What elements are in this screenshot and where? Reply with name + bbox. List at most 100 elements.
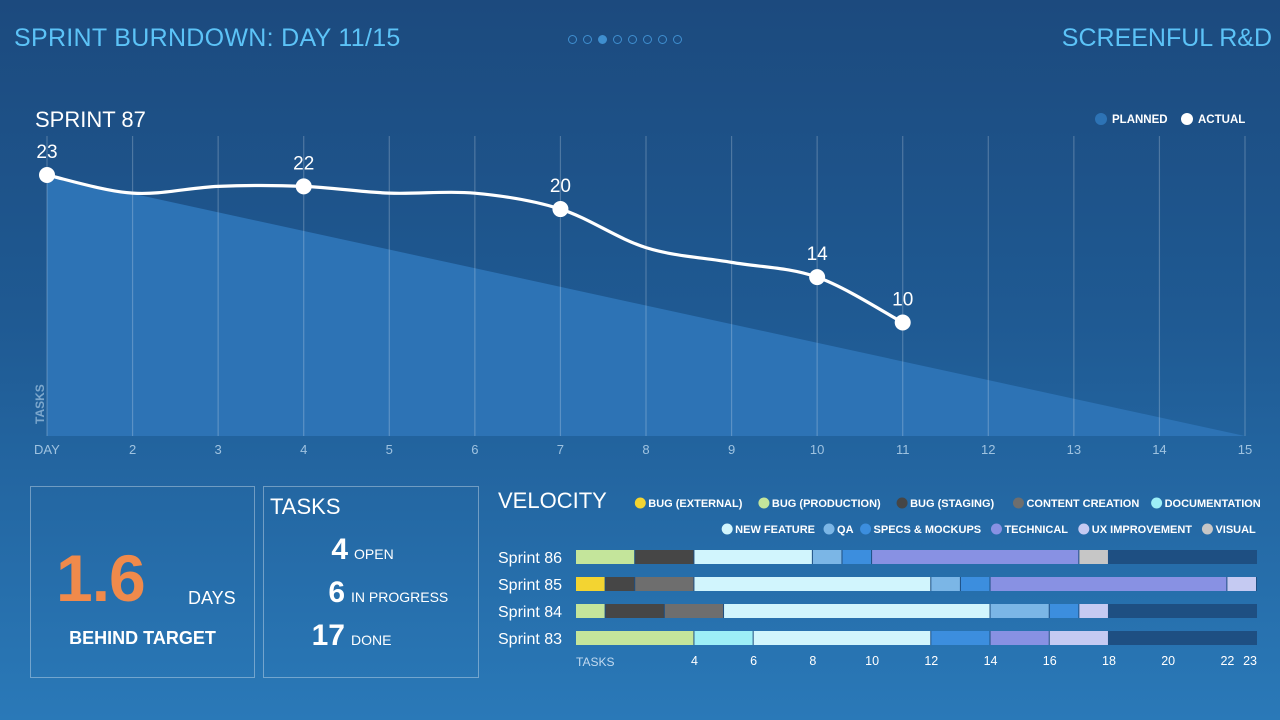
- velocity-x-tick: 8: [809, 654, 816, 668]
- slide-pager[interactable]: [568, 35, 682, 44]
- velocity-legend-label: QA: [837, 524, 854, 536]
- bar-segment: [1079, 550, 1108, 564]
- brand-name: SCREENFUL R&D: [1061, 24, 1272, 52]
- bar-segment: [635, 577, 694, 591]
- pager-dot[interactable]: [613, 35, 622, 44]
- point-label: 23: [36, 142, 57, 163]
- pager-dot[interactable]: [658, 35, 667, 44]
- bar-track: [576, 577, 1257, 591]
- legend-actual-swatch: [1181, 113, 1193, 125]
- bar-segment: [664, 604, 724, 618]
- velocity-legend-label: CONTENT CREATION: [1026, 498, 1139, 510]
- open-count: 4: [331, 533, 348, 566]
- velocity-x-tick: 20: [1161, 654, 1175, 668]
- bar-segment: [605, 577, 635, 591]
- velocity-x-tick: 12: [924, 654, 938, 668]
- pager-dot[interactable]: [643, 35, 652, 44]
- velocity-legend-swatch: [634, 497, 646, 509]
- x-tick-label: 11: [896, 442, 910, 457]
- bar-segment: [576, 631, 694, 645]
- velocity-legend-label: BUG (EXTERNAL): [648, 498, 742, 510]
- pager-dot[interactable]: [568, 35, 577, 44]
- velocity-legend-label: DOCUMENTATION: [1165, 498, 1261, 510]
- bar-segment: [931, 577, 960, 591]
- velocity-x-tick: 22: [1220, 654, 1234, 668]
- bar-segment: [753, 631, 931, 645]
- x-tick-label: 5: [386, 442, 393, 457]
- velocity-legend-swatch: [823, 523, 835, 535]
- velocity-x-tick: 16: [1043, 654, 1057, 668]
- velocity-legend-swatch: [1201, 523, 1213, 535]
- point-label: 20: [550, 176, 571, 197]
- bar-segment: [812, 550, 842, 564]
- bar-segment: [1079, 604, 1108, 618]
- x-tick-label: 2: [129, 442, 136, 457]
- bar-segment: [694, 631, 753, 645]
- legend-planned-label: PLANNED: [1112, 114, 1168, 126]
- done-label: DONE: [351, 632, 392, 648]
- pager-dot[interactable]: [673, 35, 682, 44]
- velocity-legend-swatch: [721, 523, 733, 535]
- velocity-legend-swatch: [758, 497, 770, 509]
- velocity-legend-label: BUG (PRODUCTION): [772, 498, 881, 510]
- velocity-legend-swatch: [1151, 497, 1163, 509]
- lag-value: 1.6: [56, 541, 146, 615]
- point-label: 22: [293, 153, 314, 174]
- tasks-panel: [263, 486, 479, 678]
- bar-segment: [990, 577, 1227, 591]
- x-tick-label: 12: [981, 442, 995, 457]
- velocity-legend-swatch: [1012, 497, 1024, 509]
- x-tick-label: 4: [300, 442, 307, 457]
- burndown-chart: DAY 2 3 4 5 6 7 8 9 10 11 12 13 14 152322201410SPRINT …: [33, 107, 1253, 457]
- lag-unit: DAYS: [188, 588, 236, 608]
- bar-segment: [694, 577, 931, 591]
- velocity-legend-label: TECHNICAL: [1004, 524, 1068, 536]
- velocity-legend-label: UX IMPROVEMENT: [1092, 524, 1193, 536]
- bar-segment: [872, 550, 1079, 564]
- x-tick-label: 3: [215, 442, 222, 457]
- x-tick-label: 15: [1238, 442, 1252, 457]
- point-label: 14: [807, 244, 829, 265]
- velocity-legend-swatch: [896, 497, 908, 509]
- velocity-legend-label: SPECS & MOCKUPS: [874, 524, 982, 536]
- bar-track: [576, 604, 1257, 618]
- bar-segment: [576, 550, 635, 564]
- actual-line: [46, 173, 904, 324]
- open-tasks-stat: 4 OPEN: [304, 533, 394, 567]
- bar-segment: [842, 550, 872, 564]
- planned-area: [47, 175, 1245, 436]
- pager-dot[interactable]: [628, 35, 637, 44]
- actual-point: [295, 178, 312, 195]
- pager-dot[interactable]: [598, 35, 607, 44]
- sprint-row-label: Sprint 84: [498, 604, 562, 621]
- x-tick-label: 8: [642, 442, 649, 457]
- lag-caption: BEHIND TARGET: [69, 628, 216, 648]
- velocity-x-axis-label: TASKS: [576, 655, 614, 669]
- x-tick-label: 7: [557, 442, 564, 457]
- velocity-legend-swatch: [860, 523, 872, 535]
- bar-segment: [576, 604, 605, 618]
- open-label: OPEN: [354, 546, 394, 562]
- velocity-legend-label: NEW FEATURE: [735, 524, 815, 536]
- dashboard-title: SPRINT BURNDOWN: DAY 11/15: [14, 24, 401, 52]
- bar-segment: [960, 577, 990, 591]
- done-tasks-stat: 17 DONE: [301, 619, 392, 653]
- tasks-title: TASKS: [270, 494, 341, 519]
- x-tick-label: 10: [810, 442, 824, 457]
- legend-actual-label: ACTUAL: [1198, 114, 1245, 126]
- velocity-x-tick: 4: [691, 654, 698, 668]
- actual-point: [39, 167, 55, 183]
- actual-point: [809, 269, 826, 286]
- in-progress-tasks-stat: 6 IN PROGRESS: [301, 576, 448, 610]
- x-tick-label: 6: [471, 442, 478, 457]
- in-progress-label: IN PROGRESS: [351, 589, 449, 605]
- done-count: 17: [311, 619, 345, 652]
- sprint-title: SPRINT 87: [35, 107, 146, 132]
- velocity-x-tick: 18: [1102, 654, 1116, 668]
- velocity-legend-label: VISUAL: [1215, 524, 1256, 536]
- pager-dot[interactable]: [583, 35, 592, 44]
- bar-segment: [724, 604, 990, 618]
- x-tick-label: 13: [1067, 442, 1081, 457]
- actual-point: [552, 201, 569, 218]
- legend-planned-swatch: [1095, 113, 1107, 125]
